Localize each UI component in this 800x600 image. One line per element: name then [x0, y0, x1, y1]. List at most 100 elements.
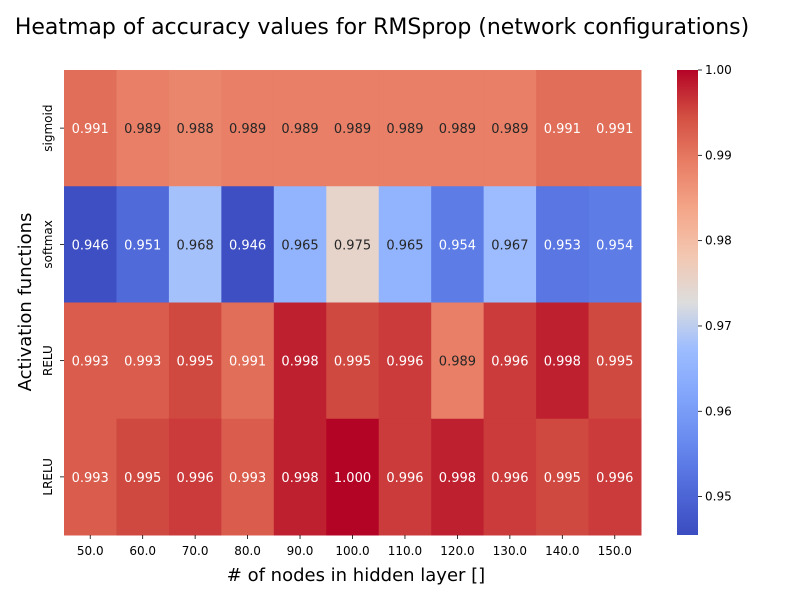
cell-label: 0.996: [386, 471, 423, 486]
x-tick-label: 50.0: [77, 544, 104, 558]
cell-label: 0.991: [229, 355, 266, 370]
cell-label: 0.996: [491, 355, 528, 370]
heatmap-cell: [221, 418, 275, 536]
heatmap-cell: [378, 302, 432, 420]
cell-label: 0.989: [281, 122, 318, 137]
heatmap-cell: [326, 302, 380, 420]
heatmap-cell: [378, 418, 432, 536]
cell-label: 0.989: [124, 122, 161, 137]
cell-label: 0.998: [281, 355, 318, 370]
x-tick-label: 100.0: [335, 544, 369, 558]
cell-label: 0.998: [439, 471, 476, 486]
heatmap-cell: [378, 70, 432, 187]
heatmap-cell: [168, 302, 222, 420]
heatmap-cells: 0.991 0.989 0.988 0.989 0.989 0.989 0.989 0.989…: [64, 70, 642, 536]
cell-label: 0.995: [334, 355, 371, 370]
cell-label: 0.967: [491, 238, 528, 253]
x-tick-label: 130.0: [493, 544, 527, 558]
heatmap-cell: [168, 418, 222, 536]
heatmap-cell: [483, 418, 537, 536]
cell-label: 0.965: [386, 238, 423, 253]
heatmap-cell: [378, 186, 432, 303]
cell-label: 0.965: [281, 238, 318, 253]
cell-label: 0.995: [177, 355, 214, 370]
cell-label: 0.996: [491, 471, 528, 486]
cell-label: 0.991: [544, 122, 581, 137]
x-tick-label: 140.0: [545, 544, 579, 558]
heatmap-cell: [116, 70, 170, 187]
cell-label: 0.946: [229, 238, 266, 253]
heatmap-cell: [168, 70, 222, 187]
heatmap-cell: [116, 302, 170, 420]
cell-label: 0.996: [386, 355, 423, 370]
colorbar-tick-label: 0.99: [705, 148, 732, 162]
x-tick-label: 90.0: [287, 544, 314, 558]
cell-label: 0.991: [72, 122, 109, 137]
x-tick-label: 60.0: [129, 544, 156, 558]
cell-label: 0.968: [177, 238, 214, 253]
cell-label: 0.954: [439, 238, 476, 253]
heatmap-cell: [536, 186, 590, 303]
cell-label: 0.995: [596, 355, 633, 370]
cell-label: 0.989: [334, 122, 371, 137]
x-axis-ticks: 50.0 60.0 70.0 80.0 90.0 100.0 110.0 120.0 130.0…: [77, 535, 632, 558]
heatmap-cell: [116, 418, 170, 536]
x-tick-label: 110.0: [388, 544, 422, 558]
cell-label: 1.000: [334, 471, 371, 486]
cell-label: 0.995: [544, 471, 581, 486]
heatmap-cell: [431, 70, 485, 187]
heatmap-cell: [431, 418, 485, 536]
heatmap-cell: [588, 418, 642, 536]
cell-label: 0.998: [281, 471, 318, 486]
cell-label: 0.988: [177, 122, 214, 137]
heatmap-cell: [221, 70, 275, 187]
x-tick-label: 120.0: [440, 544, 474, 558]
x-tick-label: 80.0: [234, 544, 261, 558]
heatmap-cell: [273, 302, 327, 420]
heatmap-cell: [483, 302, 537, 420]
colorbar-tick-label: 1.00: [705, 63, 732, 77]
x-axis-label: # of nodes in hidden layer []: [227, 565, 485, 586]
colorbar: [677, 70, 698, 535]
y-axis-ticks: sigmoid softmax RELU LRELU: [41, 105, 64, 496]
cell-label: 0.989: [386, 122, 423, 137]
heatmap-cell: [588, 186, 642, 303]
x-tick-label: 70.0: [182, 544, 209, 558]
heatmap-cell: [221, 186, 275, 303]
colorbar-tick-label: 0.96: [705, 404, 732, 418]
cell-label: 0.946: [72, 238, 109, 253]
x-tick-label: 150.0: [598, 544, 632, 558]
cell-label: 0.993: [229, 471, 266, 486]
colorbar-tick-label: 0.97: [705, 319, 732, 333]
heatmap-cell: [64, 70, 117, 187]
heatmap-cell: [483, 70, 537, 187]
heatmap-cell: [483, 186, 537, 303]
heatmap-cell: [536, 418, 590, 536]
cell-label: 0.998: [544, 355, 581, 370]
cell-label: 0.989: [439, 355, 476, 370]
heatmap-cell: [588, 302, 642, 420]
cell-label: 0.954: [596, 238, 633, 253]
heatmap-cell: [64, 186, 117, 303]
heatmap-cell: [273, 70, 327, 187]
y-tick-label: sigmoid: [41, 105, 55, 152]
colorbar-ticks: 0.95 0.96 0.97 0.98 0.99 1.00: [698, 63, 732, 504]
colorbar-tick-label: 0.95: [705, 490, 732, 504]
heatmap-cell: [116, 186, 170, 303]
heatmap-cell: [536, 302, 590, 420]
cell-label: 0.993: [72, 355, 109, 370]
y-tick-label: RELU: [41, 345, 55, 376]
cell-label: 0.996: [177, 471, 214, 486]
heatmap-cell: [326, 70, 380, 187]
heatmap-cell: [273, 418, 327, 536]
heatmap-cell: [168, 186, 222, 303]
cell-label: 0.989: [439, 122, 476, 137]
cell-label: 0.991: [596, 122, 633, 137]
heatmap-cell: [273, 186, 327, 303]
heatmap-cell: [221, 302, 275, 420]
heatmap-cell: [64, 418, 117, 536]
cell-label: 0.975: [334, 238, 371, 253]
heatmap-cell: [431, 302, 485, 420]
cell-label: 0.989: [229, 122, 266, 137]
